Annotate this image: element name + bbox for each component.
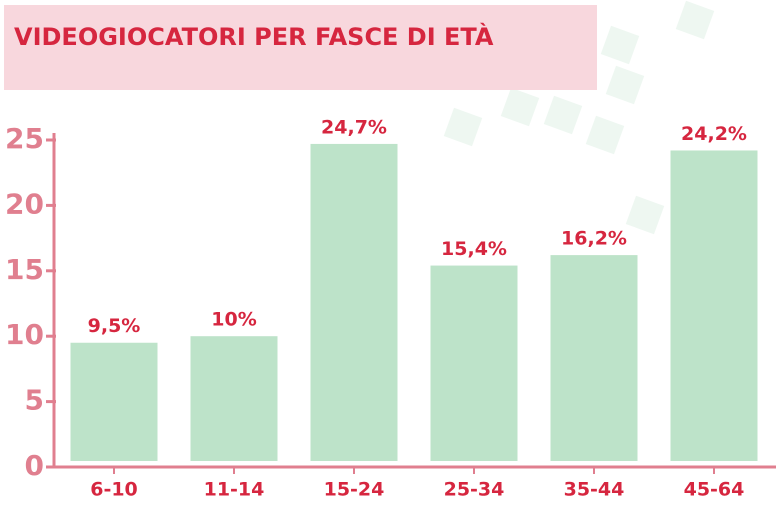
title-box bbox=[4, 5, 597, 90]
x-tick-label: 6-10 bbox=[90, 479, 138, 501]
y-tick-label: 0 bbox=[25, 449, 44, 482]
y-tick-label: 10 bbox=[5, 318, 44, 351]
bar bbox=[670, 150, 758, 462]
y-tick-label: 15 bbox=[5, 253, 44, 286]
y-tick-label: 5 bbox=[25, 384, 44, 417]
x-tick-label: 35-44 bbox=[564, 479, 625, 501]
value-label: 9,5% bbox=[88, 315, 141, 337]
value-label: 10% bbox=[211, 309, 256, 331]
x-tick-label: 15-24 bbox=[324, 479, 385, 501]
x-tick-label: 45-64 bbox=[684, 479, 745, 501]
bar bbox=[550, 255, 638, 461]
background-decoration bbox=[443, 0, 715, 235]
bar bbox=[430, 265, 518, 461]
y-tick-label: 25 bbox=[5, 122, 44, 155]
value-label: 16,2% bbox=[561, 228, 627, 250]
x-tick-label: 11-14 bbox=[204, 479, 265, 501]
chart-title: VIDEOGIOCATORI PER FASCE DI ETÀ bbox=[14, 22, 494, 51]
x-tick-label: 25-34 bbox=[444, 479, 505, 501]
value-label: 24,7% bbox=[321, 116, 387, 138]
bar bbox=[190, 336, 278, 461]
bar bbox=[310, 143, 398, 461]
bar bbox=[70, 342, 158, 461]
value-label: 15,4% bbox=[441, 238, 507, 260]
y-tick-label: 20 bbox=[5, 187, 44, 220]
value-label: 24,2% bbox=[681, 123, 747, 145]
